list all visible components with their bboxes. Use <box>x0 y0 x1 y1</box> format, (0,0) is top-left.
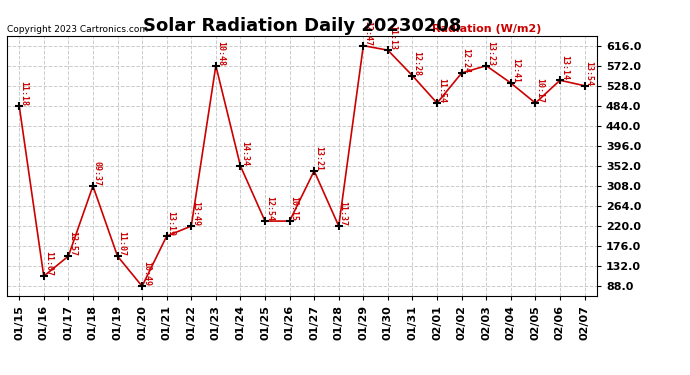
Text: Copyright 2023 Cartronics.com: Copyright 2023 Cartronics.com <box>7 26 148 34</box>
Text: 12:41: 12:41 <box>511 58 520 83</box>
Text: 13:23: 13:23 <box>486 41 495 66</box>
Text: 11:07: 11:07 <box>43 251 52 276</box>
Text: 11:37: 11:37 <box>339 201 348 226</box>
Text: 12:24: 12:24 <box>462 48 471 73</box>
Text: 10:49: 10:49 <box>142 261 151 286</box>
Text: 10:48: 10:48 <box>216 41 225 66</box>
Text: Radiation (W/m2): Radiation (W/m2) <box>432 24 541 34</box>
Text: 14:34: 14:34 <box>240 141 249 166</box>
Text: 11:54: 11:54 <box>437 78 446 103</box>
Text: 13:54: 13:54 <box>584 61 593 86</box>
Text: 12:28: 12:28 <box>413 51 422 76</box>
Text: 13:21: 13:21 <box>314 146 323 171</box>
Text: 11:07: 11:07 <box>117 231 126 256</box>
Text: 13:49: 13:49 <box>191 201 200 226</box>
Text: 12:54: 12:54 <box>265 196 274 221</box>
Title: Solar Radiation Daily 20230208: Solar Radiation Daily 20230208 <box>143 18 461 36</box>
Text: 09:37: 09:37 <box>93 161 102 186</box>
Text: 13:14: 13:14 <box>560 55 569 80</box>
Text: 12:57: 12:57 <box>68 231 77 256</box>
Text: 11:13: 11:13 <box>388 25 397 50</box>
Text: 13:19: 13:19 <box>167 211 176 236</box>
Text: 10:15: 10:15 <box>290 196 299 221</box>
Text: 11:18: 11:18 <box>19 81 28 106</box>
Text: 12:47: 12:47 <box>364 21 373 46</box>
Text: 10:17: 10:17 <box>535 78 544 103</box>
